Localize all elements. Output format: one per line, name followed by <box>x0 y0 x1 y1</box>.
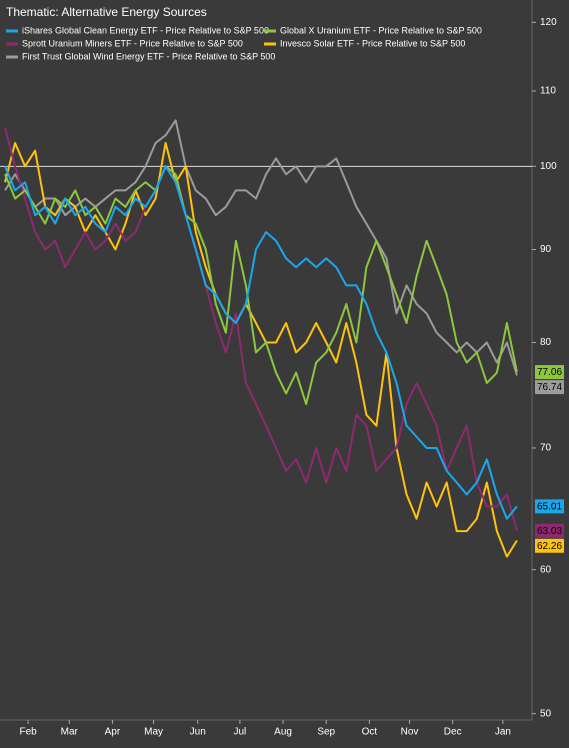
x-tick-label: Feb <box>19 727 37 738</box>
legend-label: Global X Uranium ETF - Price Relative to… <box>280 25 482 35</box>
chart-title: Thematic: Alternative Energy Sources <box>6 5 207 19</box>
legend-label: First Trust Global Wind Energy ETF - Pri… <box>22 51 275 61</box>
x-tick-label: Dec <box>444 727 462 738</box>
series-line <box>4 165 518 406</box>
end-value-box <box>535 523 564 538</box>
legend-label: Sprott Uranium Miners ETF - Price Relati… <box>22 38 243 48</box>
x-tick-label: Apr <box>105 727 121 738</box>
end-value-label: 63.03 <box>537 526 562 537</box>
end-value-label: 76.74 <box>537 382 562 393</box>
y-tick-label: 110 <box>540 86 556 97</box>
x-tick-label: Mar <box>61 727 79 738</box>
series-line <box>4 141 518 558</box>
legend-label: Invesco Solar ETF - Price Relative to S&… <box>280 38 465 48</box>
end-value-label: 62.26 <box>537 541 562 552</box>
end-value-box <box>535 538 564 553</box>
x-tick-label: Nov <box>401 727 419 738</box>
x-tick-label: Jan <box>495 727 511 738</box>
legend-label: iShares Global Clean Energy ETF - Price … <box>22 25 269 35</box>
x-tick-label: Oct <box>362 727 378 738</box>
y-tick-label: 120 <box>540 17 557 28</box>
end-value-label: 65.01 <box>537 502 562 513</box>
legend: iShares Global Clean Energy ETF - Price … <box>6 25 482 61</box>
end-value-label: 77.06 <box>537 367 562 378</box>
y-tick-label: 80 <box>540 337 552 348</box>
y-tick-label: 100 <box>540 161 557 172</box>
end-value-box <box>535 380 564 395</box>
series-line <box>4 165 518 520</box>
x-tick-label: Jul <box>234 727 247 738</box>
end-value-box <box>535 499 564 514</box>
y-tick-label: 70 <box>540 443 552 454</box>
x-tick-label: Aug <box>274 727 292 738</box>
y-tick-label: 60 <box>540 564 552 575</box>
y-tick-label: 50 <box>540 708 552 719</box>
x-tick-label: Jun <box>190 727 206 738</box>
series-line <box>4 127 518 532</box>
series-line <box>4 119 518 376</box>
end-value-box <box>535 365 564 380</box>
y-tick-label: 90 <box>540 244 552 255</box>
x-tick-label: Sep <box>317 727 335 738</box>
x-tick-label: May <box>144 727 163 738</box>
